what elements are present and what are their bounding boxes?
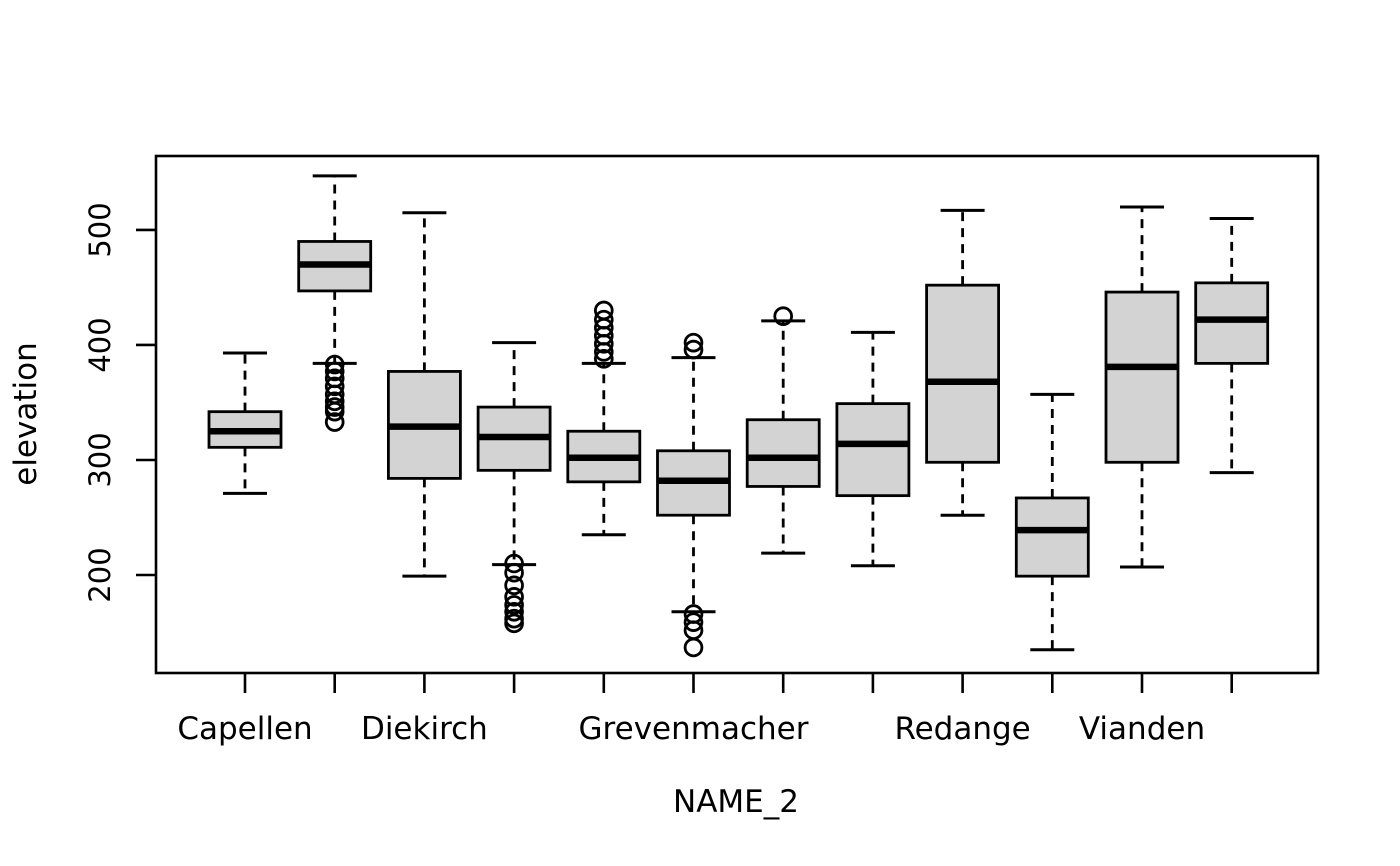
- outlier-circle: [683, 612, 704, 632]
- y-tick-label: 400: [83, 317, 117, 372]
- outlier-circle: [324, 361, 345, 382]
- outlier-circle: [773, 306, 793, 327]
- outlier-circle: [324, 376, 345, 397]
- plot-border: [154, 154, 1320, 675]
- x-category-label: Diekirch: [361, 711, 488, 747]
- box-rect: [745, 418, 821, 488]
- x-category-label: Capellen: [177, 711, 312, 747]
- outlier-circle: [683, 332, 704, 353]
- box-rect: [1194, 281, 1270, 365]
- box-rect: [1104, 290, 1180, 464]
- outlier-circle: [593, 348, 614, 369]
- outlier-circle: [504, 553, 524, 574]
- x-category-label: Redange: [894, 711, 1030, 747]
- outlier-circle: [324, 391, 345, 412]
- y-axis-title: elevation: [8, 342, 44, 486]
- y-tick-label: 200: [83, 547, 117, 602]
- outlier-circle: [504, 587, 524, 607]
- outlier-circle: [504, 562, 524, 583]
- outlier-circle: [683, 339, 704, 360]
- outlier-circle: [683, 637, 704, 658]
- box-rect: [925, 283, 1000, 464]
- y-tick-label: 300: [83, 432, 117, 487]
- x-axis-title: NAME_2: [673, 784, 799, 820]
- outlier-circle: [324, 401, 345, 422]
- outlier-circle: [324, 412, 345, 432]
- x-category-label: Vianden: [1079, 711, 1205, 747]
- outlier-circle: [593, 342, 614, 362]
- box-rect: [835, 402, 911, 498]
- outlier-circle: [593, 334, 614, 354]
- box-rect: [1014, 496, 1090, 578]
- x-category-label: Grevenmacher: [579, 711, 809, 747]
- outlier-circle: [324, 354, 345, 375]
- y-tick-label: 500: [83, 202, 117, 257]
- outlier-circle: [504, 595, 524, 615]
- outlier-circle: [504, 613, 524, 634]
- outlier-circle: [504, 602, 524, 622]
- outlier-circle: [504, 575, 524, 596]
